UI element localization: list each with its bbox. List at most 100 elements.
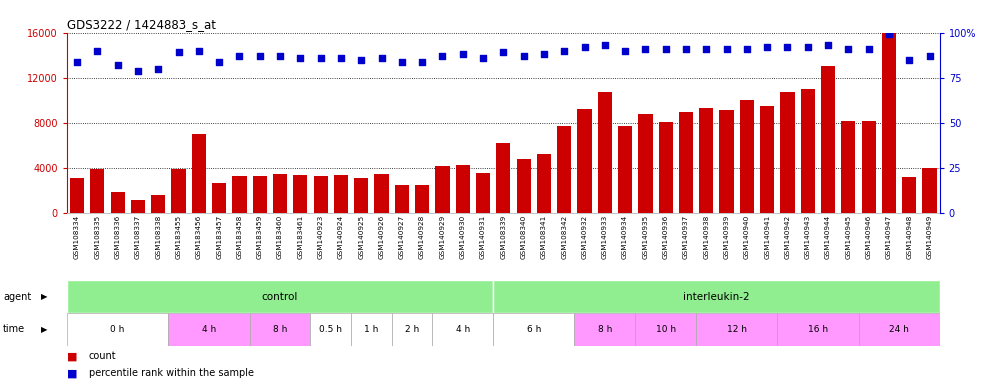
- Text: GSM140943: GSM140943: [805, 215, 811, 259]
- Bar: [152, 195, 165, 213]
- Bar: [334, 175, 348, 213]
- Point: [638, 46, 653, 52]
- Bar: [636, 313, 696, 346]
- Bar: [493, 280, 940, 313]
- Bar: [168, 313, 250, 346]
- Point: [333, 55, 348, 61]
- Text: GSM183458: GSM183458: [236, 215, 242, 259]
- Text: GSM183455: GSM183455: [175, 215, 182, 259]
- Text: GSM140947: GSM140947: [886, 215, 892, 259]
- Text: GSM140938: GSM140938: [704, 215, 709, 259]
- Point: [821, 42, 836, 48]
- Text: GSM140949: GSM140949: [927, 215, 933, 259]
- Bar: [679, 112, 693, 213]
- Point: [110, 62, 126, 68]
- Text: GSM183461: GSM183461: [297, 215, 303, 259]
- Text: time: time: [3, 324, 25, 334]
- Point: [496, 50, 512, 56]
- Text: GSM108340: GSM108340: [521, 215, 526, 259]
- Text: GSM108341: GSM108341: [541, 215, 547, 259]
- Bar: [212, 183, 226, 213]
- Bar: [597, 93, 612, 213]
- Point: [556, 48, 572, 54]
- Text: GSM108342: GSM108342: [561, 215, 567, 259]
- Point: [90, 48, 105, 54]
- Text: GSM183460: GSM183460: [277, 215, 283, 259]
- Text: GSM140931: GSM140931: [480, 215, 486, 259]
- Point: [739, 46, 755, 52]
- Bar: [862, 121, 876, 213]
- Point: [597, 42, 613, 48]
- Point: [212, 58, 227, 65]
- Bar: [760, 106, 774, 213]
- Text: GSM140925: GSM140925: [358, 215, 364, 259]
- Bar: [858, 313, 940, 346]
- Bar: [456, 165, 469, 213]
- Bar: [902, 177, 916, 213]
- Text: GSM140927: GSM140927: [399, 215, 404, 259]
- Bar: [639, 114, 652, 213]
- Bar: [351, 313, 392, 346]
- Bar: [719, 111, 734, 213]
- Point: [353, 56, 369, 63]
- Text: GSM140945: GSM140945: [845, 215, 851, 259]
- Text: 4 h: 4 h: [456, 325, 469, 334]
- Bar: [67, 280, 493, 313]
- Point: [475, 55, 491, 61]
- Bar: [696, 313, 777, 346]
- Bar: [314, 176, 328, 213]
- Bar: [700, 108, 713, 213]
- Point: [516, 53, 531, 59]
- Point: [658, 46, 674, 52]
- Bar: [253, 176, 267, 213]
- Point: [678, 46, 694, 52]
- Bar: [110, 192, 125, 213]
- Text: ▶: ▶: [41, 325, 48, 334]
- Point: [536, 51, 552, 57]
- Text: control: control: [262, 291, 298, 302]
- Point: [840, 46, 856, 52]
- Text: GSM183457: GSM183457: [216, 215, 222, 259]
- Bar: [841, 121, 855, 213]
- Bar: [392, 313, 432, 346]
- Bar: [821, 66, 835, 213]
- Text: agent: agent: [3, 291, 31, 302]
- Text: count: count: [89, 351, 116, 361]
- Bar: [476, 172, 490, 213]
- Point: [699, 46, 714, 52]
- Text: GSM108335: GSM108335: [94, 215, 100, 259]
- Bar: [395, 185, 409, 213]
- Point: [718, 46, 734, 52]
- Bar: [517, 159, 530, 213]
- Bar: [882, 33, 896, 213]
- Point: [292, 55, 308, 61]
- Point: [394, 58, 409, 65]
- Text: 8 h: 8 h: [273, 325, 287, 334]
- Text: GSM140940: GSM140940: [744, 215, 750, 259]
- Bar: [171, 169, 186, 213]
- Bar: [922, 168, 937, 213]
- Text: ■: ■: [67, 351, 78, 361]
- Text: GSM140929: GSM140929: [440, 215, 446, 259]
- Text: 2 h: 2 h: [404, 325, 419, 334]
- Text: interleukin-2: interleukin-2: [683, 291, 750, 302]
- Bar: [801, 89, 815, 213]
- Bar: [250, 313, 311, 346]
- Text: GSM140933: GSM140933: [602, 215, 608, 259]
- Text: GSM140924: GSM140924: [338, 215, 344, 259]
- Bar: [67, 313, 168, 346]
- Bar: [131, 200, 145, 213]
- Bar: [70, 178, 85, 213]
- Point: [374, 55, 390, 61]
- Point: [170, 50, 186, 56]
- Point: [414, 58, 430, 65]
- Point: [922, 53, 938, 59]
- Point: [779, 44, 795, 50]
- Point: [901, 56, 917, 63]
- Bar: [91, 169, 104, 213]
- Point: [130, 68, 146, 74]
- Text: 6 h: 6 h: [526, 325, 541, 334]
- Point: [435, 53, 451, 59]
- Text: GDS3222 / 1424883_s_at: GDS3222 / 1424883_s_at: [67, 18, 215, 31]
- Bar: [658, 122, 673, 213]
